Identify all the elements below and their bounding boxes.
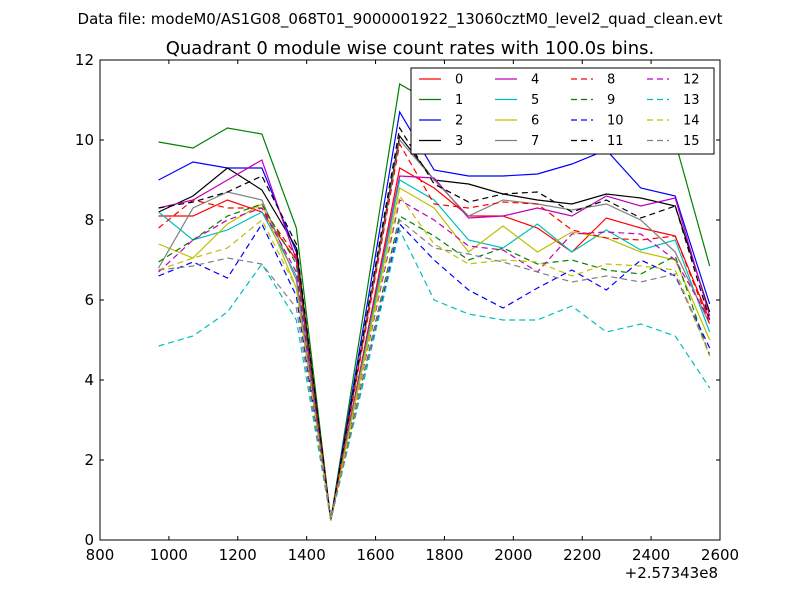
legend-label-4: 4 <box>531 73 539 88</box>
legend-label-9: 9 <box>607 93 615 108</box>
legend-label-6: 6 <box>531 114 539 129</box>
legend-label-14: 14 <box>683 114 700 129</box>
legend-label-7: 7 <box>531 134 539 149</box>
x-tick-label: 2600 <box>701 546 739 564</box>
series-line-5 <box>158 179 711 521</box>
figure-suptitle: Data file: modeM0/AS1G08_068T01_90000019… <box>78 10 723 29</box>
series-line-15 <box>158 218 711 521</box>
x-tick-label: 2400 <box>632 546 670 564</box>
x-tick-label: 1200 <box>219 546 257 564</box>
series-line-12 <box>158 199 711 521</box>
series-line-7 <box>158 138 711 521</box>
x-tick-label: 1800 <box>425 546 463 564</box>
y-tick-label: 6 <box>84 291 94 309</box>
series-line-13 <box>158 228 711 521</box>
y-tick-label: 4 <box>84 371 94 389</box>
y-tick-label: 0 <box>84 531 94 549</box>
ticks-layer: 800 1000 1200 1400 1600 1800 2000 2200 2400 2600 0… <box>75 51 739 564</box>
y-tick-label: 10 <box>75 131 94 149</box>
x-offset-label: +2.57343e8 <box>625 564 718 582</box>
legend-label-0: 0 <box>455 73 463 88</box>
series-line-0 <box>158 167 711 521</box>
legend-label-3: 3 <box>455 134 463 149</box>
x-tick-label: 800 <box>86 546 115 564</box>
x-tick-label: 2200 <box>563 546 601 564</box>
x-tick-label: 2000 <box>494 546 532 564</box>
y-tick-label: 8 <box>84 211 94 229</box>
x-tick-label: 1600 <box>356 546 394 564</box>
series-line-9 <box>158 203 711 521</box>
legend-box <box>410 67 715 155</box>
y-tick-label: 12 <box>75 51 94 69</box>
x-tick-label: 1400 <box>288 546 326 564</box>
series-line-10 <box>158 222 711 521</box>
legend-label-15: 15 <box>683 134 700 149</box>
legend-label-13: 13 <box>683 93 700 108</box>
chart-title: Quadrant 0 module wise count rates with … <box>166 38 655 59</box>
series-line-2 <box>158 110 711 521</box>
legend-label-1: 1 <box>455 93 463 108</box>
series-line-3 <box>158 134 711 521</box>
x-tick-label: 1000 <box>150 546 188 564</box>
legend-label-8: 8 <box>607 73 615 88</box>
legend-label-11: 11 <box>607 134 624 149</box>
y-tick-label: 2 <box>84 451 94 469</box>
series-line-11 <box>158 126 711 521</box>
legend-label-5: 5 <box>531 93 539 108</box>
legend-label-10: 10 <box>607 114 624 129</box>
series-line-14 <box>158 194 711 521</box>
series-layer <box>158 83 711 521</box>
series-line-8 <box>158 142 711 521</box>
series-line-6 <box>158 187 711 521</box>
legend-label-2: 2 <box>455 114 463 129</box>
legend-label-12: 12 <box>683 73 700 88</box>
